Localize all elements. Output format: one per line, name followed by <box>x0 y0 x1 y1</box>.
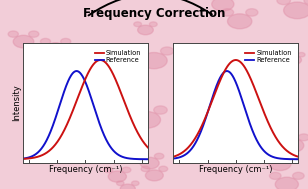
Circle shape <box>212 0 234 11</box>
Circle shape <box>284 2 308 19</box>
Circle shape <box>206 82 231 98</box>
Circle shape <box>264 153 274 159</box>
Circle shape <box>269 157 291 170</box>
Y-axis label: Intensity: Intensity <box>12 85 21 121</box>
Circle shape <box>68 86 78 92</box>
Circle shape <box>275 177 298 189</box>
Circle shape <box>134 22 142 27</box>
Circle shape <box>225 123 248 137</box>
Circle shape <box>250 79 261 86</box>
Text: Frequency Correction: Frequency Correction <box>83 7 225 20</box>
Circle shape <box>137 58 148 64</box>
Circle shape <box>82 94 108 109</box>
Circle shape <box>265 138 275 144</box>
Circle shape <box>201 96 215 105</box>
Circle shape <box>92 127 108 137</box>
Circle shape <box>159 166 168 172</box>
Circle shape <box>132 181 139 186</box>
Circle shape <box>215 52 226 58</box>
Circle shape <box>236 52 247 58</box>
Circle shape <box>141 166 150 172</box>
Circle shape <box>293 172 304 179</box>
Circle shape <box>61 38 71 45</box>
Circle shape <box>160 47 174 55</box>
Legend: Simulation, Reference: Simulation, Reference <box>245 49 292 64</box>
Circle shape <box>134 47 148 55</box>
Circle shape <box>304 0 308 5</box>
Circle shape <box>116 181 124 186</box>
Circle shape <box>286 153 296 159</box>
Circle shape <box>127 106 140 114</box>
Circle shape <box>136 153 145 159</box>
Circle shape <box>270 142 290 155</box>
Circle shape <box>141 53 167 69</box>
Circle shape <box>225 77 237 85</box>
Circle shape <box>154 106 167 114</box>
Circle shape <box>104 124 112 129</box>
Circle shape <box>40 38 51 45</box>
Circle shape <box>283 53 291 57</box>
Circle shape <box>149 22 157 27</box>
Circle shape <box>242 118 254 125</box>
Circle shape <box>13 35 34 48</box>
Circle shape <box>276 134 287 141</box>
Circle shape <box>228 14 252 29</box>
Circle shape <box>48 86 58 92</box>
Circle shape <box>246 9 258 16</box>
Circle shape <box>192 113 213 125</box>
Circle shape <box>71 94 80 99</box>
Circle shape <box>99 68 108 73</box>
Circle shape <box>134 91 147 99</box>
Circle shape <box>221 9 234 16</box>
Circle shape <box>221 56 242 69</box>
Circle shape <box>29 31 39 37</box>
Circle shape <box>208 108 218 115</box>
Circle shape <box>277 0 290 5</box>
Circle shape <box>45 43 66 55</box>
Circle shape <box>8 31 18 37</box>
Circle shape <box>104 167 113 173</box>
Circle shape <box>298 53 305 57</box>
FancyArrowPatch shape <box>88 0 212 15</box>
Circle shape <box>208 102 236 120</box>
X-axis label: Frequency (cm⁻¹): Frequency (cm⁻¹) <box>199 165 273 174</box>
Circle shape <box>134 112 160 128</box>
Circle shape <box>88 124 96 129</box>
Circle shape <box>90 94 99 99</box>
Circle shape <box>101 88 114 96</box>
Circle shape <box>120 184 135 189</box>
Circle shape <box>120 62 142 76</box>
Circle shape <box>87 72 104 82</box>
Circle shape <box>220 118 231 125</box>
Circle shape <box>122 167 131 173</box>
Legend: Simulation, Reference: Simulation, Reference <box>95 49 142 64</box>
Circle shape <box>115 58 126 64</box>
Circle shape <box>138 25 153 35</box>
Circle shape <box>140 157 159 169</box>
Circle shape <box>82 68 91 73</box>
Circle shape <box>115 96 141 112</box>
Circle shape <box>187 108 197 115</box>
Circle shape <box>108 171 126 182</box>
Circle shape <box>287 56 302 64</box>
Circle shape <box>154 153 164 159</box>
Circle shape <box>108 91 121 99</box>
Circle shape <box>200 77 212 85</box>
Circle shape <box>235 84 256 97</box>
Circle shape <box>229 96 243 105</box>
Circle shape <box>230 79 240 86</box>
Circle shape <box>270 172 281 179</box>
Circle shape <box>53 90 73 102</box>
Circle shape <box>145 170 163 181</box>
Circle shape <box>76 88 89 96</box>
Circle shape <box>298 134 308 141</box>
X-axis label: Frequency (cm⁻¹): Frequency (cm⁻¹) <box>49 165 122 174</box>
Circle shape <box>285 138 296 144</box>
Circle shape <box>75 98 95 109</box>
Circle shape <box>282 139 304 152</box>
